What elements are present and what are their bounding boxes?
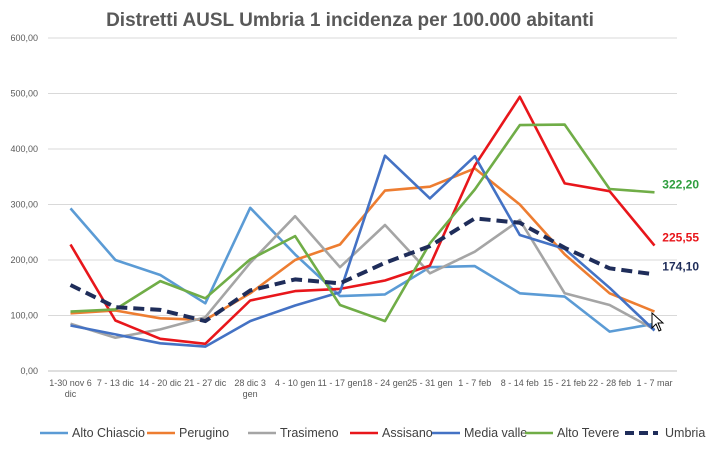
x-tick-label: 21 - 27 dic xyxy=(184,378,227,388)
series-line-trasimeno xyxy=(70,214,656,340)
series-line-alto-chiascio xyxy=(69,206,655,333)
y-tick-label: 100,00 xyxy=(10,311,38,321)
y-tick-label: 200,00 xyxy=(10,255,38,265)
x-tick-label: 4 - 10 gen xyxy=(275,378,316,388)
end-data-label: 174,10 xyxy=(662,259,699,273)
legend-label: Alto Tevere xyxy=(557,426,619,440)
gridlines xyxy=(48,37,677,372)
y-tick-label: 0,00 xyxy=(20,366,38,376)
end-data-label: 225,55 xyxy=(662,231,699,245)
x-tick-label: 1 - 7 feb xyxy=(458,378,491,388)
y-tick-label: 400,00 xyxy=(10,144,38,154)
legend-label: Assisano xyxy=(382,426,433,440)
x-tick-label: 18 - 24 gen xyxy=(362,378,408,388)
legend-label: Trasimeno xyxy=(280,426,339,440)
chart-title: Distretti AUSL Umbria 1 incidenza per 10… xyxy=(106,10,594,31)
x-tick-label: 22 - 28 feb xyxy=(588,378,631,388)
y-tick-label: 600,00 xyxy=(10,33,38,43)
y-tick-label: 300,00 xyxy=(10,200,38,210)
x-tick-label: 8 - 14 feb xyxy=(501,378,539,388)
y-tick-label: 500,00 xyxy=(10,89,38,99)
series-line-media-valle xyxy=(70,154,656,348)
legend-label: Media valle xyxy=(464,426,527,440)
end-labels: 322,20 225,55 174,10 xyxy=(662,177,699,273)
x-tick-label: 28 dic 3 gen xyxy=(234,378,266,399)
x-tick-label: 14 - 20 dic xyxy=(139,378,182,388)
mouse-cursor-icon xyxy=(651,312,665,332)
legend: Alto Chiascio Perugino Trasimeno Assisano Me… xyxy=(40,426,705,440)
x-tick-label: 11 - 17 gen xyxy=(318,378,363,388)
x-tick-label: 1 - 7 mar xyxy=(637,378,673,388)
series-layer xyxy=(69,95,656,348)
end-data-label: 322,20 xyxy=(662,177,699,191)
series-line-alto-tevere xyxy=(70,123,655,323)
x-tick-label: 25 - 31 gen xyxy=(407,378,453,388)
series-line-assisano xyxy=(69,95,656,346)
legend-label: Alto Chiascio xyxy=(72,426,145,440)
legend-label: Umbria xyxy=(665,426,705,440)
y-axis: 0,00 100,00 200,00 300,00 400,00 500,00 600,00 xyxy=(10,33,38,376)
x-tick-label: 7 - 13 dic xyxy=(97,378,135,388)
series-line-umbria xyxy=(69,216,655,324)
x-axis: 1-30 nov 6 dic 7 - 13 dic 14 - 20 dic 21 - 2… xyxy=(49,378,672,399)
x-tick-label: 15 - 21 feb xyxy=(543,378,586,388)
x-tick-label: 1-30 nov 6 dic xyxy=(49,378,92,399)
legend-label: Perugino xyxy=(179,426,229,440)
